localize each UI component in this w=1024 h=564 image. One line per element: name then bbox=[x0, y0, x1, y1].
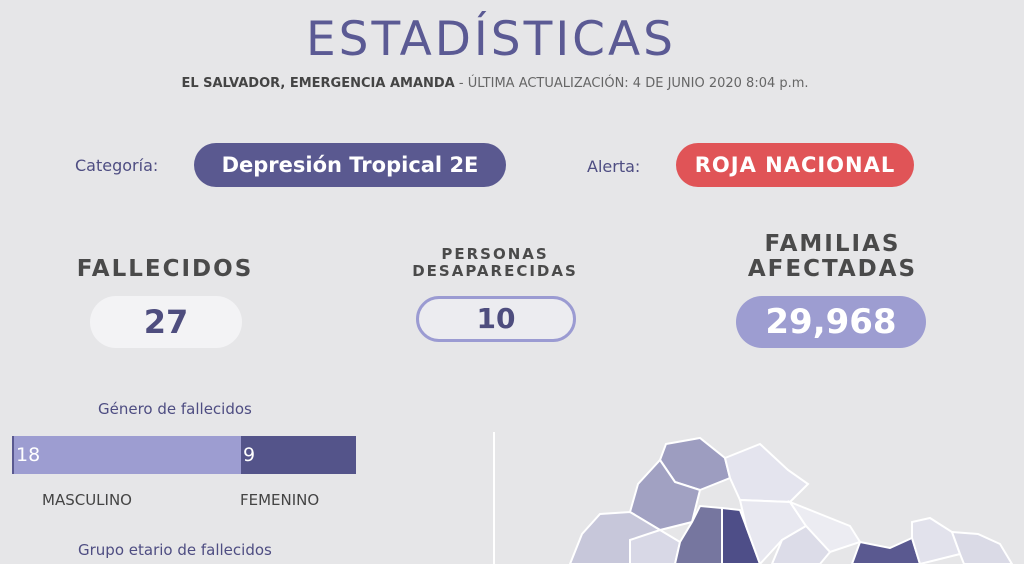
map-region-morazan[interactable] bbox=[911, 516, 962, 564]
map-region-san-miguel[interactable] bbox=[850, 536, 922, 564]
gender-bar-male[interactable]: 18 bbox=[12, 436, 241, 474]
missing-heading: PERSONAS DESAPARECIDAS bbox=[395, 246, 595, 280]
missing-heading-line1: PERSONAS bbox=[441, 245, 549, 263]
gender-label-female: FEMENINO bbox=[240, 491, 320, 509]
page-title: ESTADÍSTICAS bbox=[305, 12, 676, 67]
families-value: 29,968 bbox=[736, 296, 926, 348]
category-label: Categoría: bbox=[75, 156, 159, 175]
map-region-san-vicente[interactable] bbox=[770, 524, 832, 564]
page-subtitle: EL SALVADOR, EMERGENCIA AMANDA - ÚLTIMA … bbox=[0, 76, 990, 91]
families-heading-line1: FAMILIAS bbox=[764, 231, 901, 257]
category-badge: Depresión Tropical 2E bbox=[194, 143, 506, 187]
affected-departments-map[interactable] bbox=[560, 430, 1024, 564]
gender-bar-male-value: 18 bbox=[16, 444, 41, 466]
subtitle-update: - ÚLTIMA ACTUALIZACIÓN: 4 DE JUNIO 2020 … bbox=[454, 76, 809, 91]
deaths-value: 27 bbox=[90, 296, 242, 348]
age-chart-title: Grupo etario de fallecidos bbox=[78, 541, 272, 559]
section-divider bbox=[493, 432, 495, 564]
families-heading-line2: AFECTADAS bbox=[747, 256, 918, 282]
families-heading: FAMILIAS AFECTADAS bbox=[725, 232, 940, 282]
gender-bar-female-value: 9 bbox=[243, 444, 256, 466]
gender-bar-female[interactable]: 9 bbox=[241, 436, 356, 474]
map-region-chalatenango-east[interactable] bbox=[723, 442, 810, 504]
alert-label: Alerta: bbox=[587, 157, 641, 176]
map-region-la-libertad[interactable] bbox=[673, 504, 723, 564]
gender-label-male: MASCULINO bbox=[42, 491, 132, 509]
missing-value: 10 bbox=[416, 296, 576, 342]
gender-chart-title: Género de fallecidos bbox=[98, 400, 252, 418]
map-region-la-union[interactable] bbox=[950, 530, 1014, 564]
alert-badge: ROJA NACIONAL bbox=[676, 143, 914, 187]
map-region-santa-ana[interactable] bbox=[628, 458, 702, 532]
deaths-heading: FALLECIDOS bbox=[76, 256, 254, 282]
missing-heading-line2: DESAPARECIDAS bbox=[412, 262, 578, 280]
subtitle-event: EL SALVADOR, EMERGENCIA AMANDA bbox=[181, 76, 455, 91]
